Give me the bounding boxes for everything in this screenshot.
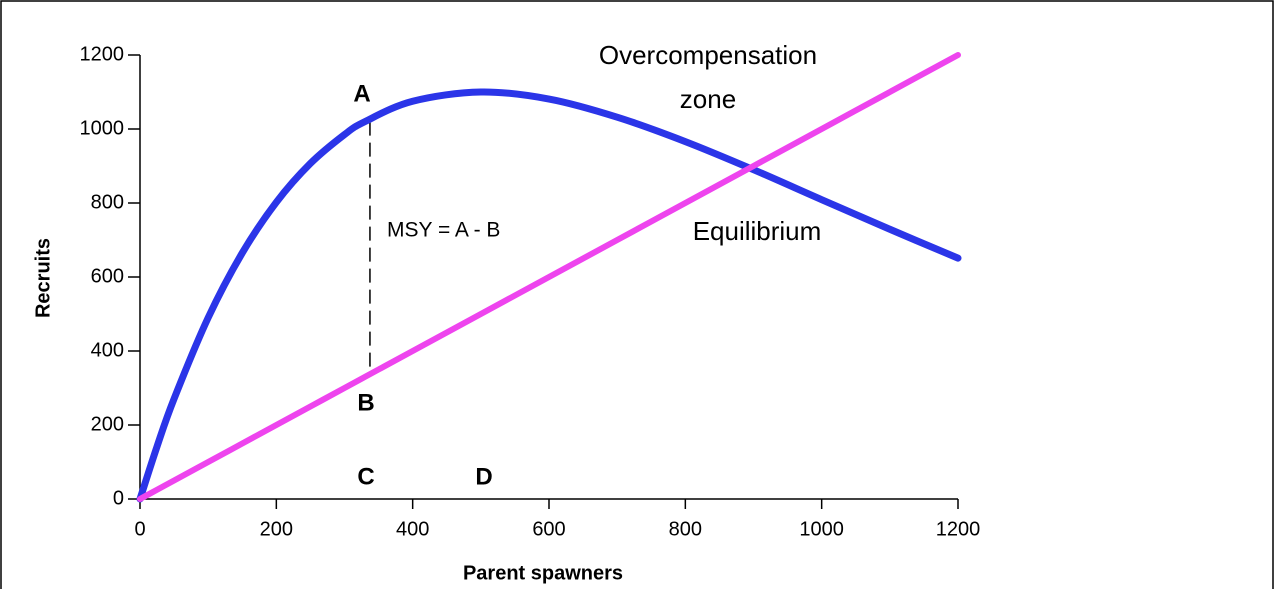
x-tick-label: 200	[260, 518, 293, 540]
x-tick-label: 0	[134, 518, 145, 540]
y-tick-label: 600	[91, 265, 124, 287]
y-tick-label: 400	[91, 339, 124, 361]
annotation: B	[357, 389, 374, 416]
x-tick-label: 800	[669, 518, 702, 540]
annotation: MSY = A - B	[387, 219, 500, 242]
y-tick-label: 1200	[80, 43, 125, 65]
y-tick-label: 200	[91, 413, 124, 435]
y-axis-title: Recruits	[32, 238, 54, 318]
y-tick-label: 800	[91, 191, 124, 213]
annotation: Equilibrium	[693, 216, 822, 246]
annotation: C	[357, 463, 374, 490]
annotation: Overcompensation	[599, 40, 817, 70]
y-tick-label: 0	[113, 487, 124, 509]
x-tick-label: 600	[532, 518, 565, 540]
annotation: A	[353, 80, 370, 107]
x-tick-label: 1200	[936, 518, 981, 540]
x-tick-label: 400	[396, 518, 429, 540]
series-line	[137, 52, 961, 502]
annotation: zone	[680, 84, 736, 114]
x-axis-title: Parent spawners	[463, 562, 623, 584]
y-tick-label: 1000	[80, 117, 125, 139]
x-tick-label: 1000	[799, 518, 844, 540]
series-line	[136, 88, 962, 503]
annotation: D	[475, 463, 492, 490]
